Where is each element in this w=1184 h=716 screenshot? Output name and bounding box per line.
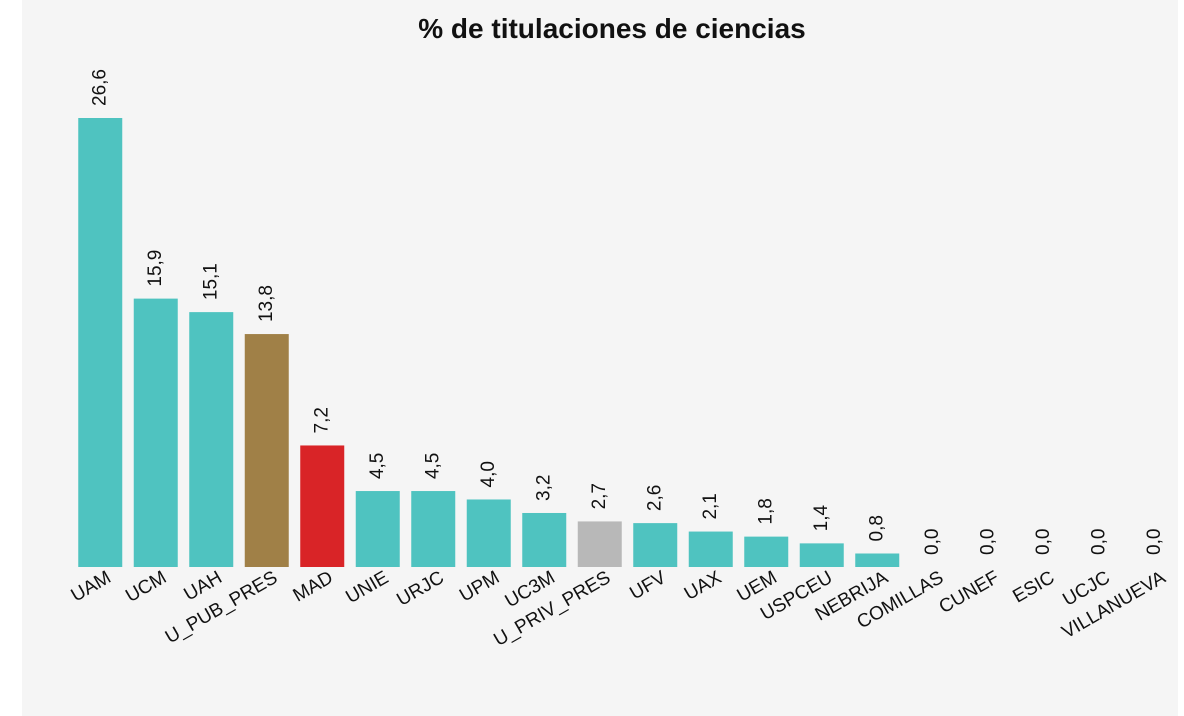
bar: [133, 298, 178, 567]
value-label: 15,1: [200, 263, 221, 300]
chart-title: % de titulaciones de ciencias: [418, 13, 805, 44]
bar: [355, 491, 400, 567]
bar: [300, 445, 345, 567]
value-label: 0,0: [1144, 529, 1165, 555]
value-label: 0,0: [1088, 529, 1109, 555]
value-label: 1,4: [811, 505, 832, 532]
bar: [78, 118, 123, 567]
bar: [577, 521, 622, 567]
value-label: 13,8: [256, 285, 277, 322]
bar: [855, 553, 900, 567]
value-label: 4,5: [422, 453, 443, 479]
value-label: 0,0: [922, 529, 943, 555]
bar: [411, 491, 456, 567]
bar: [688, 531, 733, 567]
value-label: 0,0: [1033, 529, 1054, 555]
value-label: 26,6: [89, 69, 110, 106]
value-label: 2,6: [644, 485, 665, 511]
value-label: 0,0: [977, 529, 998, 555]
value-label: 4,5: [367, 453, 388, 479]
value-label: 4,0: [478, 461, 499, 487]
bar: [466, 499, 511, 567]
value-label: 7,2: [311, 407, 332, 433]
value-label: 2,1: [700, 493, 721, 519]
value-label: 15,9: [145, 250, 166, 287]
value-label: 3,2: [533, 475, 554, 501]
bar: [799, 543, 844, 567]
bar: [633, 523, 678, 567]
bar: [522, 512, 567, 567]
value-label: 2,7: [589, 483, 610, 509]
bar: [744, 536, 789, 567]
value-label: 1,8: [755, 498, 776, 524]
bar: [244, 334, 289, 567]
bar: [189, 312, 234, 567]
value-label: 0,8: [866, 515, 887, 541]
